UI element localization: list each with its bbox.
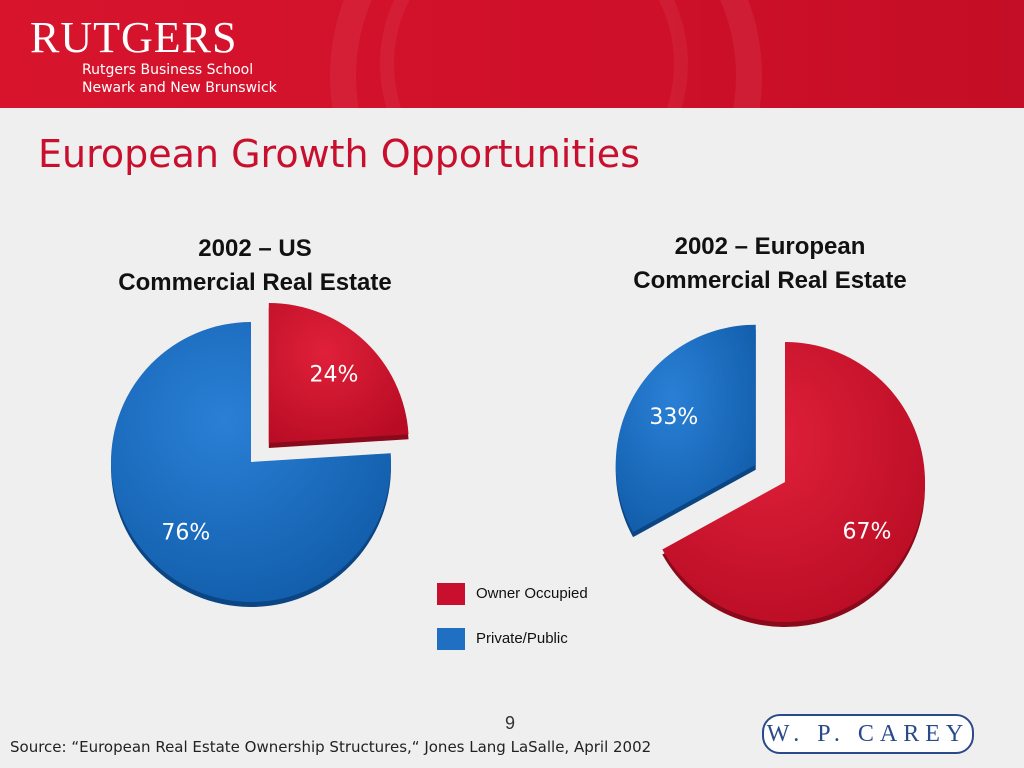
pie1-slice-owner-occupied	[662, 342, 926, 622]
page-number: 9	[505, 713, 516, 733]
europe-chart-title: 2002 – European Commercial Real Estate	[570, 230, 970, 298]
legend-swatch-private-public	[437, 628, 465, 650]
slide-title: European Growth Opportunities	[38, 132, 640, 176]
pie0-data-label-0: 24%	[310, 363, 359, 388]
pie1-slice-private-public	[615, 324, 756, 533]
pie0-data-label-1: 76%	[161, 520, 210, 545]
rutgers-logo: RUTGERS	[30, 13, 238, 62]
legend-label-owner-occupied: Owner Occupied	[476, 585, 588, 602]
legend-swatch-owner-occupied	[437, 583, 465, 605]
source-citation: Source: “European Real Estate Ownership …	[10, 738, 652, 756]
us-chart-title: 2002 – US Commercial Real Estate	[60, 232, 450, 300]
pie1-data-label-1: 33%	[649, 405, 698, 430]
europe-chart-title-line1: 2002 – European	[674, 233, 866, 260]
pie0-slice-owner-occupied	[268, 303, 409, 444]
header-banner: RUTGERS Rutgers Business School Newark a…	[0, 0, 1024, 108]
school-name-line2: Newark and New Brunswick	[82, 80, 277, 96]
wp-carey-logo: W. P. CAREY	[762, 714, 974, 754]
pie0-slice-private-public	[111, 322, 392, 603]
legend-label-private-public: Private/Public	[476, 630, 568, 647]
pie1-data-label-0: 67%	[842, 519, 891, 544]
wp-carey-logo-text: W. P. CAREY	[766, 720, 970, 747]
europe-chart-title-line2: Commercial Real Estate	[633, 267, 907, 294]
us-chart-title-line1: 2002 – US	[198, 235, 312, 262]
school-name-line1: Rutgers Business School	[82, 62, 254, 78]
us-chart-title-line2: Commercial Real Estate	[118, 269, 392, 296]
